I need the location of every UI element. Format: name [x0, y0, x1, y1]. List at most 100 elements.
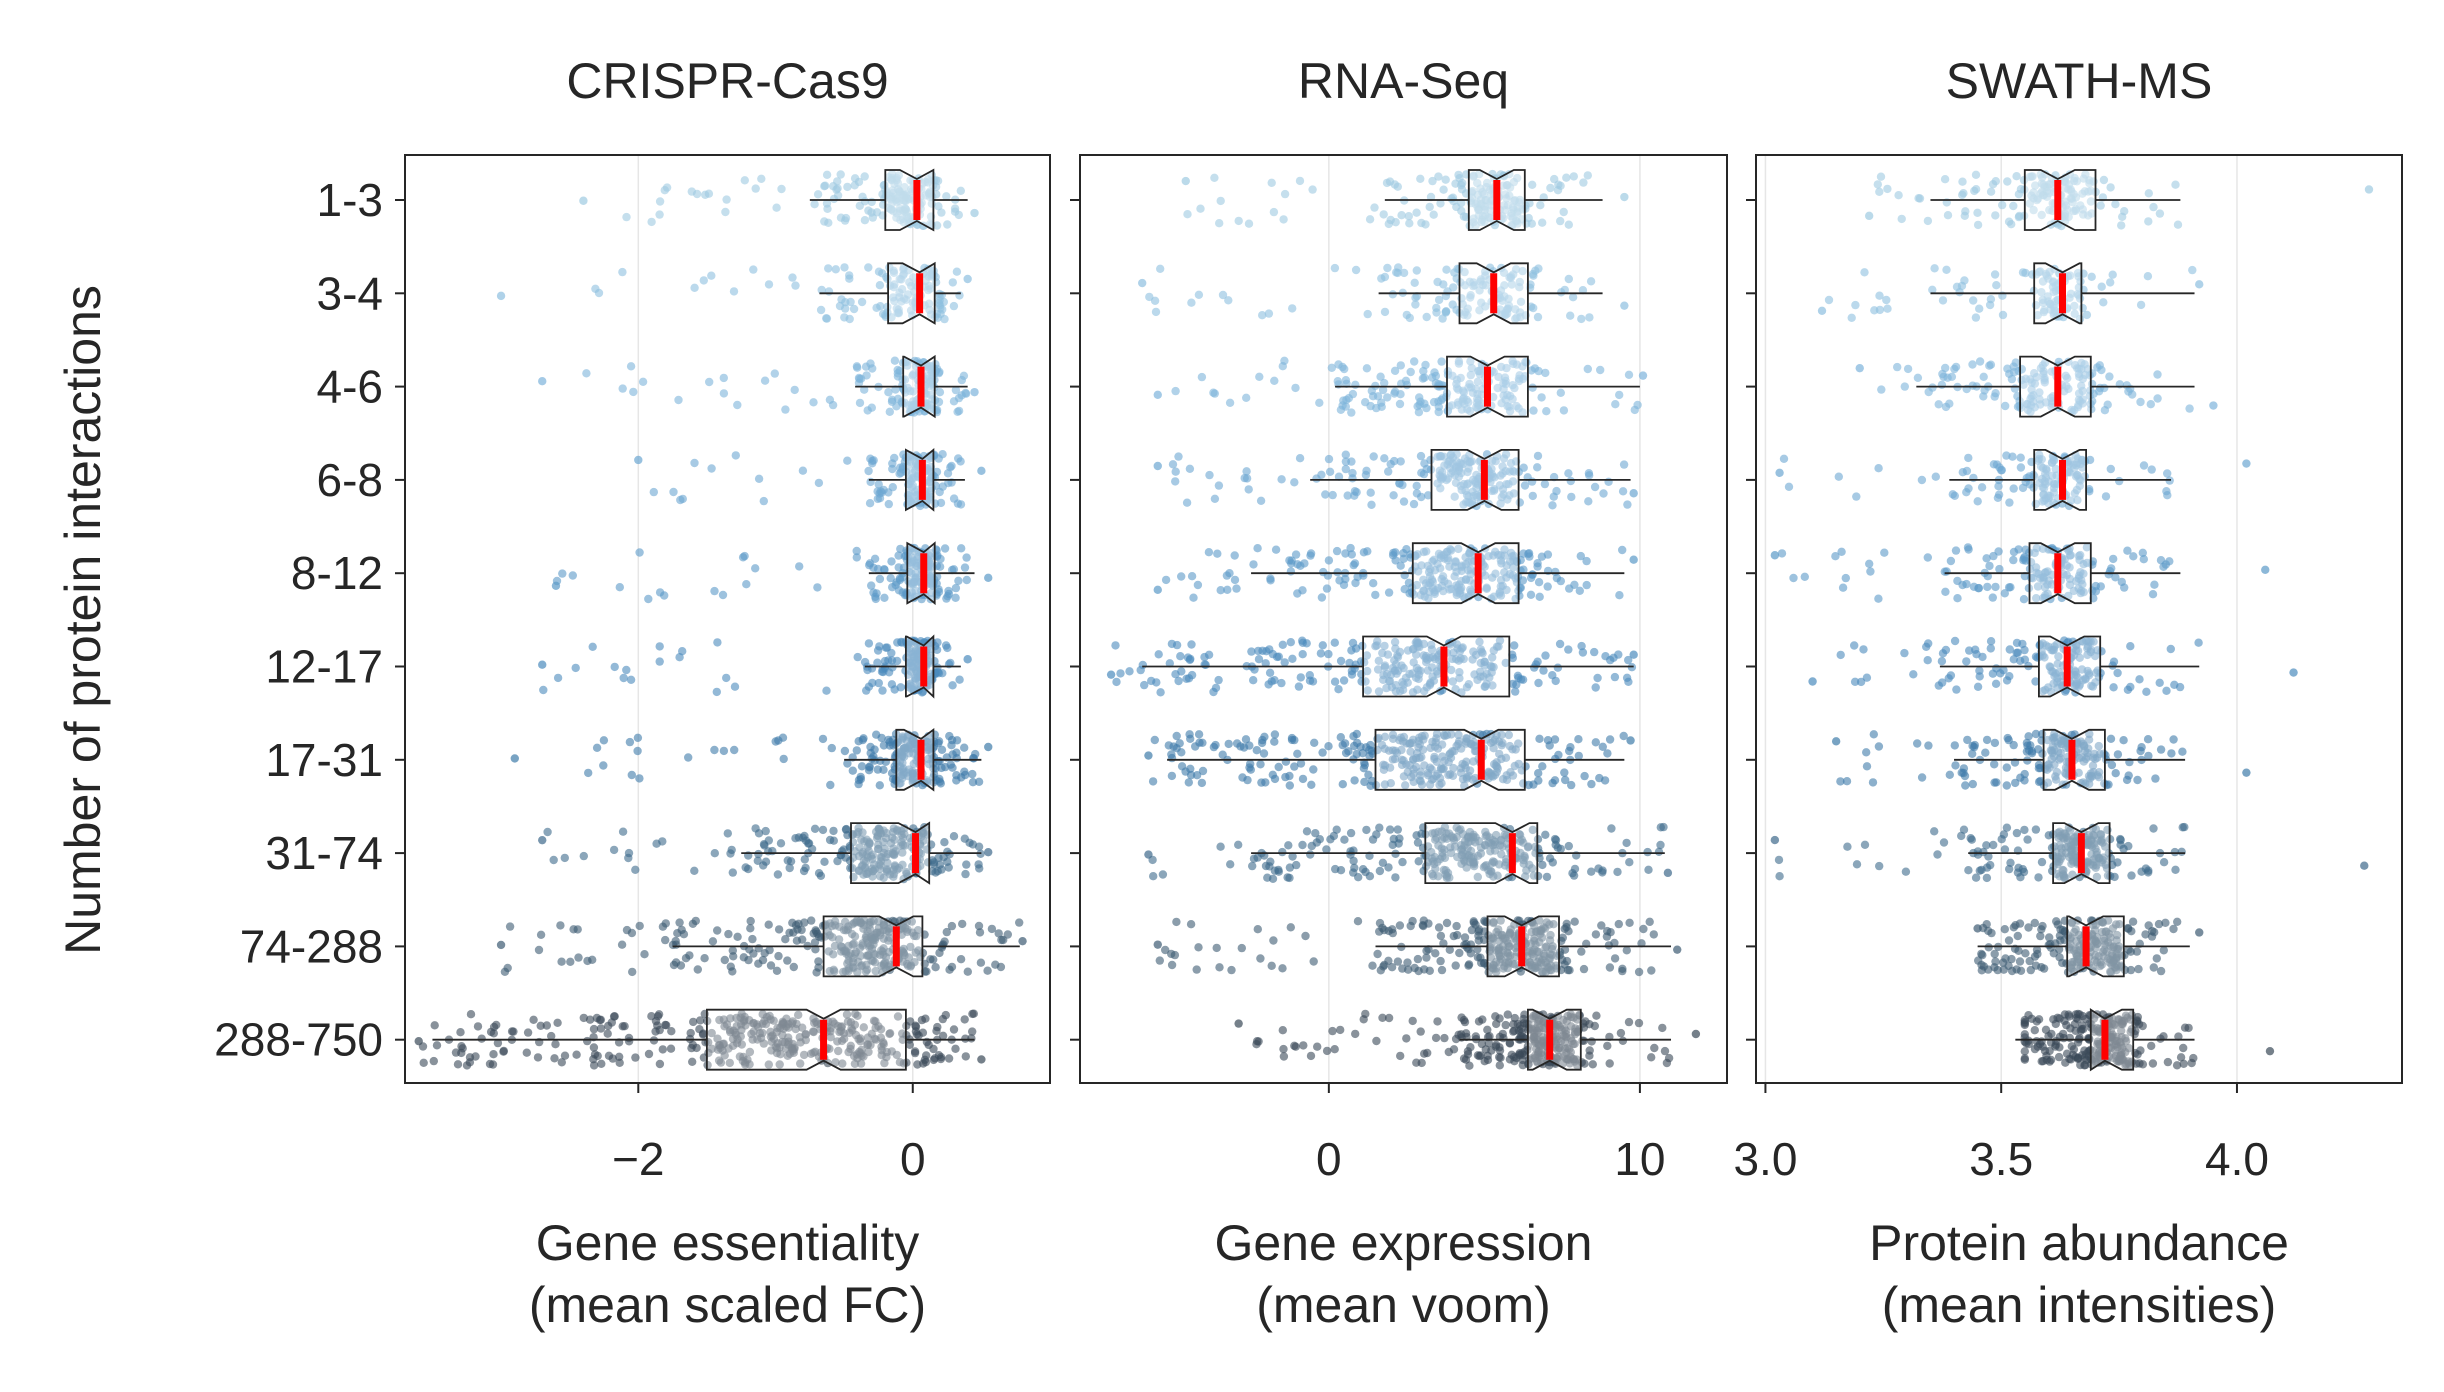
crispr-point [947, 461, 956, 471]
crispr-point [947, 962, 957, 972]
rnaseq-point [1216, 196, 1225, 206]
crispr-point [895, 463, 905, 472]
rnaseq-point [1215, 219, 1224, 228]
crispr-point [940, 314, 949, 324]
rnaseq-point [1533, 451, 1543, 461]
rnaseq-point [1604, 477, 1613, 486]
rnaseq-point [1404, 212, 1414, 221]
crispr-point [759, 840, 769, 849]
crispr-point [906, 579, 915, 589]
rnaseq-point [1416, 1027, 1425, 1036]
rnaseq-point-min [1181, 176, 1190, 186]
rnaseq-point [1534, 769, 1543, 778]
rnaseq-point [1517, 1028, 1526, 1037]
rnaseq-point [1339, 676, 1349, 685]
crispr-point [589, 1024, 599, 1034]
rnaseq-point [1528, 269, 1538, 279]
rnaseq-point [1336, 1025, 1345, 1035]
crispr-point [896, 683, 905, 692]
crispr-point [730, 682, 740, 691]
rnaseq-point [1501, 1020, 1510, 1030]
rnaseq-point [1182, 498, 1192, 507]
crispr-point [962, 553, 971, 562]
crispr-point [419, 1058, 428, 1068]
rnaseq-point [1266, 574, 1275, 583]
swath-point [2118, 212, 2127, 221]
rnaseq-point [1431, 1033, 1441, 1043]
rnaseq-point [1375, 866, 1385, 876]
crispr-point [888, 459, 897, 468]
rnaseq-point [1378, 858, 1388, 867]
crispr-point [557, 957, 566, 966]
crispr-point [951, 593, 960, 602]
rnaseq-point [1325, 467, 1335, 476]
rnaseq-point [1605, 963, 1615, 972]
swath-point [1992, 281, 2001, 290]
crispr-point-max [977, 1055, 986, 1064]
rnaseq-panel-title: RNA-Seq [1298, 53, 1509, 109]
crispr-point [826, 780, 835, 790]
rnaseq-point [1369, 452, 1378, 461]
crispr-point [582, 369, 591, 378]
rnaseq-point [1298, 650, 1307, 659]
rnaseq-point [1533, 559, 1542, 568]
crispr-point [874, 678, 883, 688]
crispr-point [594, 288, 604, 298]
rnaseq-point [1395, 399, 1405, 409]
crispr-point [937, 865, 946, 874]
crispr-point [708, 937, 718, 946]
crispr-point [925, 364, 934, 374]
swath-point [2171, 180, 2180, 189]
rnaseq-point [1346, 828, 1356, 838]
crispr-point [872, 589, 881, 598]
rnaseq-point [1234, 840, 1243, 849]
crispr-point [781, 405, 790, 414]
rnaseq-point [1204, 548, 1214, 557]
crispr-point [776, 839, 786, 848]
rnaseq-point [1633, 400, 1642, 410]
crispr-point [690, 866, 699, 875]
crispr-point [954, 406, 964, 416]
rnaseq-point [1409, 499, 1419, 509]
rnaseq-point [1280, 658, 1289, 667]
rnaseq-point [1340, 835, 1349, 844]
rnaseq-row-6-8 [1070, 448, 1638, 511]
crispr-point [925, 189, 934, 198]
rnaseq-point [1406, 367, 1415, 377]
swath-point [2136, 300, 2146, 310]
crispr-point [876, 302, 885, 311]
crispr-point [740, 551, 749, 561]
rnaseq-point [1359, 548, 1369, 557]
rnaseq-point [1309, 957, 1318, 966]
crispr-point [976, 958, 986, 967]
rnaseq-point [1634, 1018, 1644, 1028]
rnaseq-point [1284, 841, 1293, 850]
crispr-point [961, 1034, 970, 1043]
rnaseq-point [1457, 180, 1466, 190]
rnaseq-x-axis-label-line1: Gene expression [1214, 1215, 1592, 1271]
crispr-x-axis-label-line1: Gene essentiality [536, 1215, 920, 1271]
crispr-point [622, 925, 632, 935]
crispr-point [727, 845, 736, 855]
rnaseq-point [1257, 738, 1267, 748]
swath-point [1876, 172, 1886, 181]
rnaseq-point [1577, 314, 1586, 324]
rnaseq-point [1393, 825, 1403, 834]
rnaseq-point [1216, 842, 1225, 851]
rnaseq-point [1168, 460, 1178, 469]
crispr-point [603, 1029, 612, 1038]
rnaseq-point [1543, 736, 1553, 745]
crispr-point [638, 377, 648, 386]
crispr-point [864, 263, 873, 272]
crispr-point [868, 456, 877, 466]
rnaseq-point [1453, 930, 1462, 940]
rnaseq-point [1574, 735, 1583, 744]
rnaseq-point [1286, 638, 1296, 647]
crispr-point [698, 1030, 708, 1039]
crispr-point [952, 267, 962, 276]
crispr-point [947, 741, 956, 750]
crispr-point [687, 187, 696, 196]
crispr-point [850, 181, 859, 190]
crispr-point [833, 184, 842, 193]
swath-point [1958, 177, 1967, 186]
